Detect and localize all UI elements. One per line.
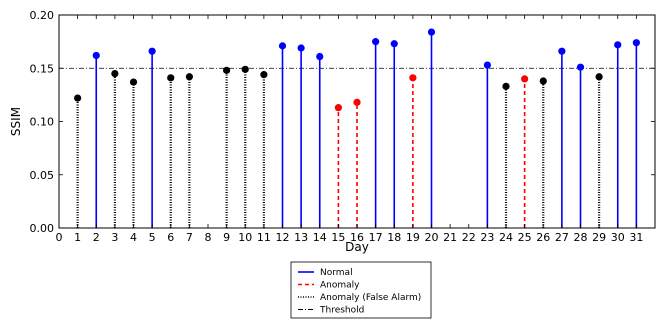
y-tick-label-4: 0.20 <box>30 9 55 22</box>
marker-anomaly-false-alarm-day-3 <box>111 69 119 78</box>
marker-anomaly-false-alarm-day-10 <box>241 65 249 73</box>
marker-normal-day-12 <box>278 42 287 50</box>
x-tick-label-21: 21 <box>443 231 457 244</box>
x-tick-label-1: 1 <box>74 231 81 244</box>
x-tick-label-7: 7 <box>186 231 193 244</box>
marker-anomaly-false-alarm-day-1 <box>74 94 82 102</box>
marker-anomaly-false-alarm-day-7 <box>185 73 193 81</box>
x-tick-label-28: 28 <box>574 231 588 244</box>
y-axis-title: SSIM <box>9 107 23 136</box>
marker-anomaly-day-25 <box>521 75 529 83</box>
plot-area <box>59 28 655 228</box>
marker-anomaly-day-15 <box>334 104 342 112</box>
marker-normal-day-17 <box>372 38 380 46</box>
marker-normal-day-27 <box>558 47 566 55</box>
marker-normal-day-2 <box>92 51 100 60</box>
legend-false-alarm-label: Anomaly (False Alarm) <box>320 293 421 303</box>
marker-anomaly-day-16 <box>353 98 361 106</box>
x-tick-label-15: 15 <box>331 231 345 244</box>
marker-normal-day-18 <box>390 40 398 48</box>
legend-anomaly-label: Anomaly <box>320 281 360 291</box>
y-tick-label-1: 0.05 <box>30 169 55 182</box>
x-tick-label-0: 0 <box>56 231 63 244</box>
x-tick-label-25: 25 <box>518 231 532 244</box>
x-tick-label-23: 23 <box>480 231 494 244</box>
marker-normal-day-31 <box>632 39 640 47</box>
x-tick-label-6: 6 <box>167 231 174 244</box>
x-tick-label-2: 2 <box>93 231 100 244</box>
marker-anomaly-false-alarm-day-9 <box>223 66 231 74</box>
y-tick-label-0: 0.00 <box>30 222 55 235</box>
x-tick-label-8: 8 <box>205 231 212 244</box>
marker-normal-day-30 <box>614 41 622 49</box>
legend: Normal Anomaly Anomaly (False Alarm) Thr… <box>290 261 432 319</box>
x-tick-label-18: 18 <box>387 231 401 244</box>
marker-anomaly-false-alarm-day-29 <box>595 73 603 81</box>
y-tick-label-2: 0.10 <box>30 116 55 129</box>
marker-normal-day-23 <box>483 61 491 69</box>
marker-normal-day-28 <box>576 63 585 71</box>
marker-normal-day-14 <box>316 52 324 61</box>
x-tick-label-12: 12 <box>276 231 290 244</box>
marker-normal-day-5 <box>148 47 156 55</box>
legend-threshold-label: Threshold <box>319 306 364 316</box>
x-tick-label-24: 24 <box>499 231 513 244</box>
axes: 0 1 2 3 4 5 6 7 8 9 10 11 12 13 14 15 16 17 18 19 20 21 22 23 24… <box>30 9 655 244</box>
x-tick-label-22: 22 <box>462 231 476 244</box>
x-tick-label-9: 9 <box>223 231 230 244</box>
x-tick-label-30: 30 <box>611 231 625 244</box>
x-tick-label-3: 3 <box>111 231 118 244</box>
marker-normal-day-13 <box>297 44 305 52</box>
x-axis-title: Day <box>345 240 369 254</box>
marker-anomaly-false-alarm-day-4 <box>129 78 138 86</box>
x-tick-label-19: 19 <box>406 231 420 244</box>
marker-anomaly-day-19 <box>409 74 417 82</box>
marker-normal-day-20 <box>427 28 436 36</box>
x-tick-label-10: 10 <box>238 231 252 244</box>
x-tick-label-4: 4 <box>130 231 137 244</box>
marker-anomaly-false-alarm-day-24 <box>502 82 510 90</box>
marker-anomaly-false-alarm-day-11 <box>260 71 268 79</box>
legend-normal-label: Normal <box>320 268 353 278</box>
x-tick-label-14: 14 <box>313 231 327 244</box>
x-tick-label-27: 27 <box>555 231 569 244</box>
x-tick-label-31: 31 <box>629 231 643 244</box>
x-tick-label-26: 26 <box>536 231 550 244</box>
x-tick-label-16: 16 <box>350 231 364 244</box>
x-tick-label-29: 29 <box>592 231 606 244</box>
x-tick-label-5: 5 <box>149 231 156 244</box>
x-tick-label-11: 11 <box>257 231 271 244</box>
x-tick-label-17: 17 <box>369 231 383 244</box>
legend-frame <box>290 261 432 319</box>
x-tick-label-20: 20 <box>425 231 439 244</box>
x-tick-label-13: 13 <box>294 231 308 244</box>
marker-anomaly-false-alarm-day-6 <box>167 74 175 82</box>
marker-anomaly-false-alarm-day-26 <box>539 77 547 85</box>
y-tick-label-3: 0.15 <box>30 62 55 75</box>
